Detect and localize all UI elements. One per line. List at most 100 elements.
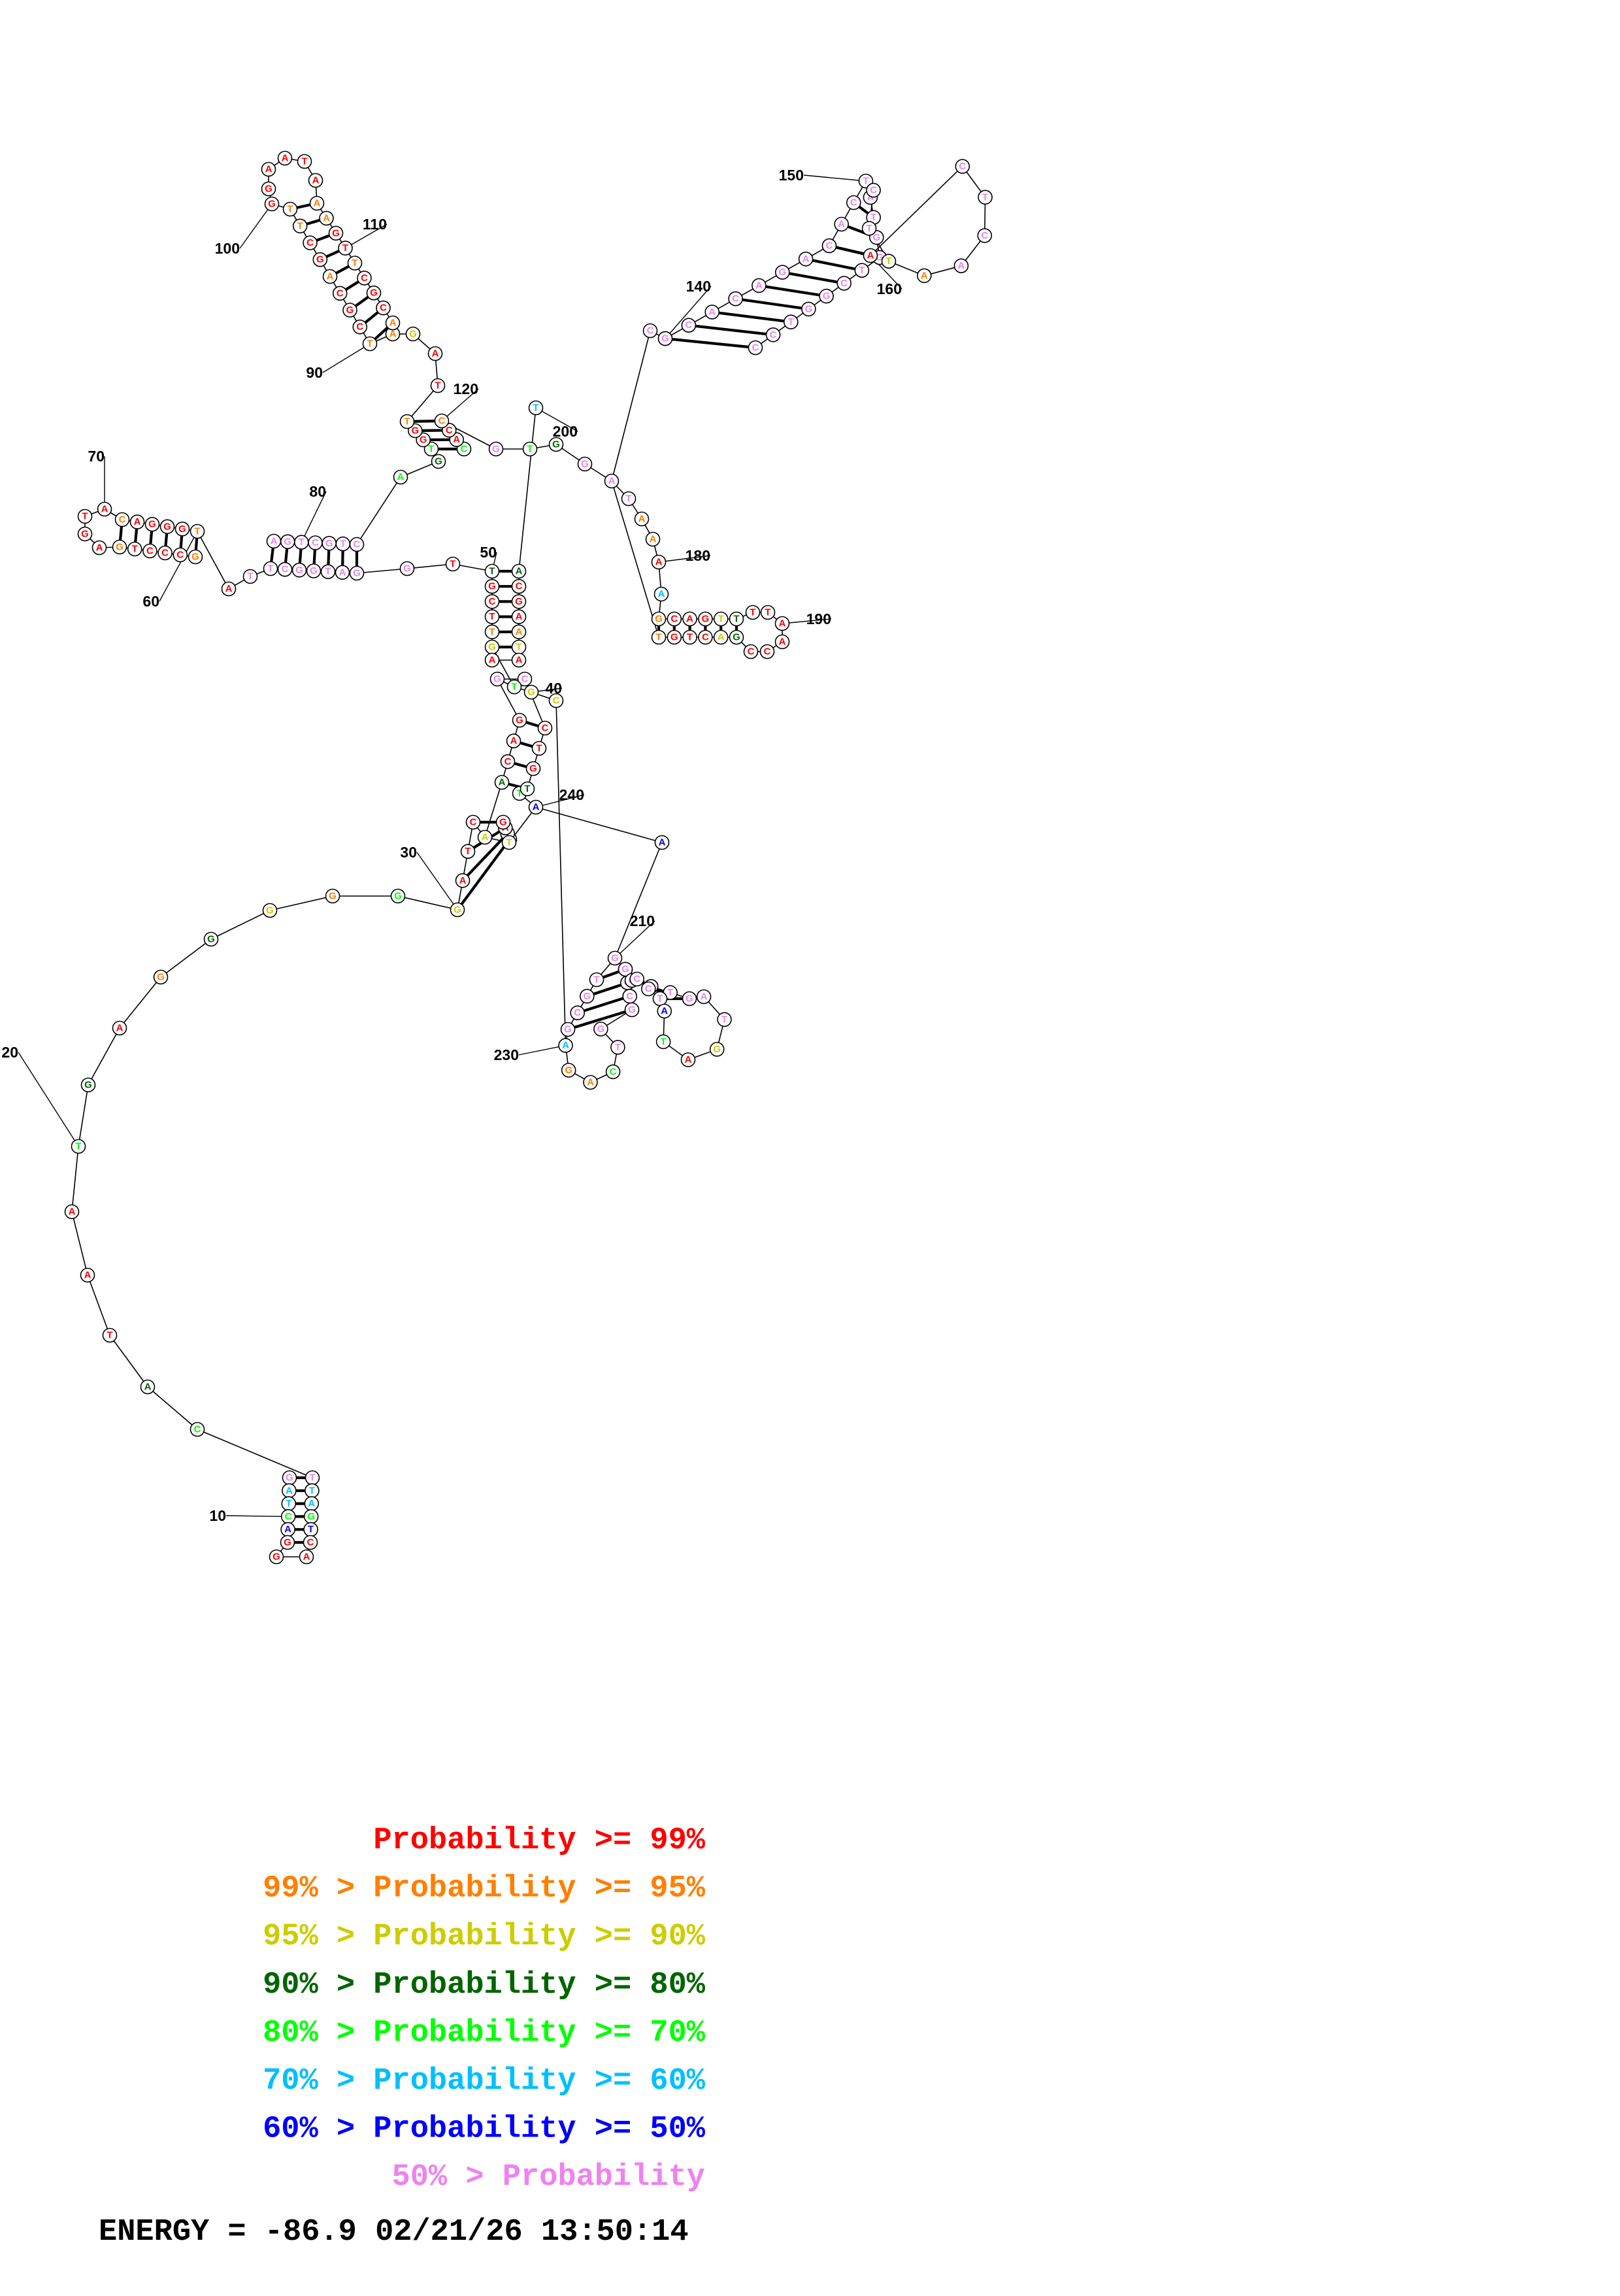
svg-text:A: A: [389, 318, 397, 329]
svg-text:T: T: [511, 682, 517, 693]
svg-text:A: A: [286, 1485, 293, 1496]
svg-text:G: G: [307, 1511, 315, 1522]
svg-text:G: G: [81, 529, 89, 540]
svg-text:G: G: [409, 329, 417, 340]
svg-text:T: T: [982, 191, 988, 203]
svg-text:70% > Probability >= 60%: 70% > Probability >= 60%: [263, 2064, 706, 2099]
svg-text:G: G: [420, 435, 427, 446]
svg-text:C: C: [521, 674, 529, 685]
svg-text:T: T: [286, 1498, 291, 1509]
svg-text:C: C: [633, 974, 640, 985]
svg-text:T: T: [287, 204, 293, 215]
svg-text:C: C: [176, 550, 184, 561]
svg-text:T: T: [661, 1036, 667, 1047]
svg-text:G: G: [564, 1024, 572, 1035]
svg-text:T: T: [536, 743, 542, 754]
svg-text:160: 160: [877, 280, 902, 297]
svg-text:A: A: [312, 175, 320, 186]
svg-text:C: C: [356, 322, 363, 333]
svg-text:T: T: [404, 416, 410, 427]
svg-text:G: G: [702, 614, 710, 625]
svg-text:A: A: [265, 164, 273, 175]
svg-text:T: T: [299, 537, 305, 548]
svg-text:A: A: [659, 837, 666, 848]
svg-text:G: G: [493, 674, 501, 685]
svg-text:A: A: [533, 802, 540, 813]
svg-text:T: T: [194, 526, 200, 537]
svg-text:C: C: [306, 237, 314, 248]
svg-text:G: G: [84, 1080, 92, 1091]
svg-text:60: 60: [142, 593, 159, 610]
svg-text:T: T: [859, 265, 865, 276]
svg-text:T: T: [435, 380, 440, 391]
svg-text:Probability >= 99%: Probability >= 99%: [373, 1823, 705, 1858]
svg-text:C: C: [752, 342, 759, 354]
svg-text:A: A: [779, 637, 786, 648]
svg-text:T: T: [533, 403, 538, 414]
svg-text:G: G: [148, 519, 156, 530]
svg-text:T: T: [867, 223, 872, 234]
svg-text:C: C: [361, 273, 368, 284]
svg-text:A: A: [802, 254, 810, 265]
svg-text:T: T: [428, 444, 434, 455]
svg-text:G: G: [516, 715, 523, 726]
svg-text:C: C: [670, 614, 678, 625]
svg-text:C: C: [380, 303, 387, 314]
svg-text:G: G: [157, 972, 165, 983]
svg-text:G: G: [621, 964, 629, 975]
svg-text:T: T: [765, 607, 770, 618]
svg-text:ENERGY = -86.9 02/21/26 13:50: ENERGY = -86.9 02/21/26 13:50:14: [99, 2215, 689, 2250]
svg-text:G: G: [529, 763, 537, 774]
svg-text:C: C: [504, 756, 512, 767]
svg-text:140: 140: [686, 278, 711, 295]
svg-text:T: T: [309, 1472, 315, 1484]
svg-text:T: T: [863, 176, 868, 187]
svg-text:A: A: [225, 584, 233, 595]
svg-text:T: T: [450, 559, 455, 570]
svg-text:C: C: [959, 161, 966, 172]
svg-text:A: A: [282, 153, 289, 164]
svg-text:A: A: [661, 1006, 668, 1017]
svg-text:G: G: [265, 184, 273, 195]
svg-text:T: T: [524, 784, 530, 795]
svg-text:G: G: [492, 444, 500, 455]
svg-text:G: G: [565, 1065, 572, 1076]
svg-text:C: C: [610, 1066, 617, 1077]
svg-text:95% > Probability >= 90%: 95% > Probability >= 90%: [263, 1920, 706, 1954]
svg-text:C: C: [161, 548, 169, 559]
svg-text:G: G: [611, 953, 619, 964]
svg-text:A: A: [562, 1040, 569, 1051]
svg-text:G: G: [266, 905, 274, 916]
svg-text:G: G: [655, 614, 663, 625]
svg-text:C: C: [516, 581, 523, 592]
svg-text:50: 50: [480, 544, 497, 561]
svg-text:T: T: [352, 258, 357, 269]
svg-text:A: A: [718, 632, 725, 643]
svg-text:G: G: [116, 542, 124, 553]
svg-text:T: T: [132, 544, 138, 555]
svg-text:T: T: [340, 539, 346, 550]
svg-text:T: T: [107, 1330, 112, 1341]
svg-text:G: G: [805, 303, 813, 314]
svg-text:C: C: [626, 991, 633, 1002]
svg-text:A: A: [397, 472, 405, 483]
svg-text:G: G: [394, 891, 402, 902]
svg-text:T: T: [325, 566, 331, 577]
svg-text:C: C: [470, 817, 477, 828]
svg-text:A: A: [779, 618, 786, 629]
svg-text:C: C: [337, 288, 344, 299]
svg-text:A: A: [489, 655, 496, 666]
svg-text:A: A: [658, 589, 665, 600]
svg-text:G: G: [286, 1472, 293, 1484]
svg-text:110: 110: [363, 216, 387, 233]
svg-text:G: G: [552, 439, 560, 450]
svg-text:A: A: [453, 434, 460, 445]
svg-text:C: C: [770, 329, 777, 341]
svg-text:G: G: [353, 568, 361, 579]
svg-text:T: T: [788, 316, 794, 327]
svg-text:A: A: [339, 567, 346, 578]
svg-text:A: A: [308, 1498, 315, 1509]
svg-text:G: G: [581, 459, 589, 470]
svg-text:T: T: [718, 614, 724, 625]
svg-text:A: A: [510, 735, 518, 746]
